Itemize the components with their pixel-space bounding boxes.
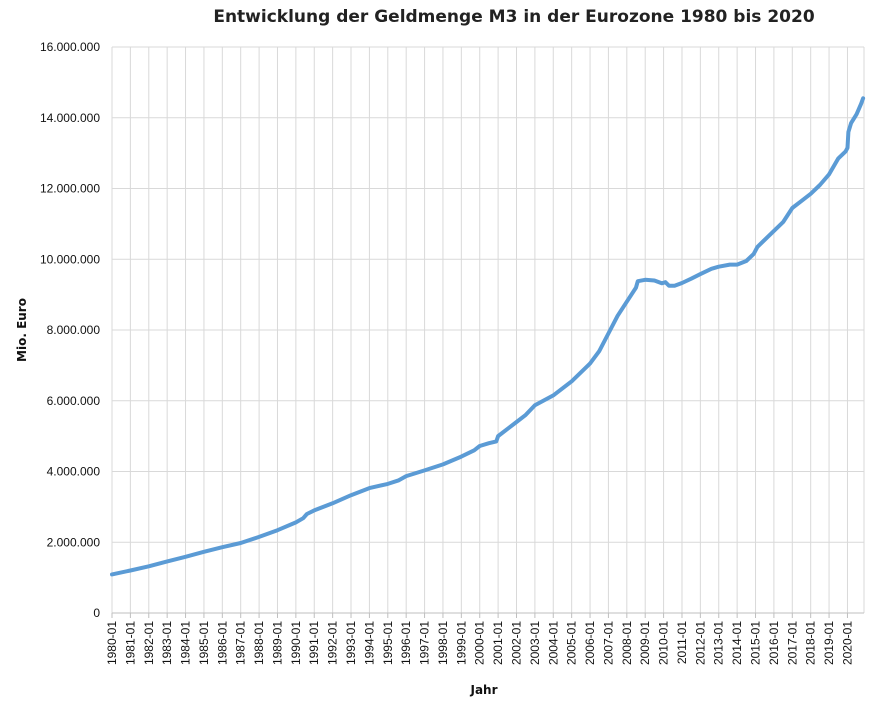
y-tick-label: 10.000.000 — [40, 252, 100, 266]
x-tick-label: 2008-01 — [620, 621, 634, 665]
x-tick-label: 1980-01 — [105, 621, 119, 665]
x-tick-label: 1991-01 — [307, 621, 321, 665]
x-tick-label: 1986-01 — [215, 621, 229, 665]
x-tick-label: 1985-01 — [197, 621, 211, 665]
x-tick-label: 2002-01 — [509, 621, 523, 665]
x-axis-ticks: 1980-01 1981-01 1982-01 1983-01 1984-01 1985-… — [105, 613, 854, 665]
x-tick-label: 2000-01 — [473, 621, 487, 665]
y-tick-label: 8.000.000 — [47, 323, 101, 337]
x-tick-label: 2019-01 — [822, 621, 836, 665]
x-tick-label: 1997-01 — [418, 621, 432, 665]
x-tick-label: 2020-01 — [840, 621, 854, 665]
x-tick-label: 2010-01 — [657, 621, 671, 665]
y-tick-label: 2.000.000 — [47, 535, 101, 549]
x-tick-label: 1995-01 — [381, 621, 395, 665]
gridlines — [111, 46, 865, 613]
x-tick-label: 1987-01 — [234, 621, 248, 665]
x-tick-label: 1984-01 — [179, 621, 193, 665]
y-tick-label: 12.000.000 — [40, 182, 100, 196]
x-tick-label: 2003-01 — [528, 621, 542, 665]
series-group — [110, 96, 866, 577]
x-tick-label: 1999-01 — [454, 621, 468, 665]
x-tick-label: 2007-01 — [601, 621, 615, 665]
series-line-m3 — [110, 96, 866, 577]
x-tick-label: 1992-01 — [326, 621, 340, 665]
x-tick-label: 2011-01 — [675, 621, 689, 664]
x-tick-label: 2017-01 — [785, 621, 799, 665]
x-tick-label: 1988-01 — [252, 621, 266, 665]
x-tick-label: 1996-01 — [399, 621, 413, 665]
x-tick-label: 1993-01 — [344, 621, 358, 665]
x-tick-label: 1983-01 — [160, 621, 174, 665]
x-tick-label: 2018-01 — [804, 621, 818, 665]
x-tick-label: 2014-01 — [730, 621, 744, 665]
y-axis-label: Mio. Euro — [15, 298, 29, 362]
y-tick-label: 16.000.000 — [40, 40, 100, 54]
x-tick-label: 2009-01 — [638, 621, 652, 665]
x-tick-label: 1994-01 — [362, 621, 376, 665]
y-tick-label: 4.000.000 — [47, 465, 101, 479]
y-axis-ticks: 0 2.000.000 4.000.000 6.000.000 8.000.000 10.… — [40, 40, 100, 620]
x-tick-label: 2013-01 — [712, 621, 726, 665]
x-tick-label: 2015-01 — [749, 621, 763, 665]
x-tick-label: 1989-01 — [270, 621, 284, 665]
x-tick-label: 2006-01 — [583, 621, 597, 665]
y-tick-label: 6.000.000 — [47, 394, 101, 408]
y-tick-label: 0 — [93, 606, 100, 620]
x-tick-label: 2004-01 — [546, 621, 560, 665]
y-tick-label: 14.000.000 — [40, 111, 100, 125]
x-tick-label: 2005-01 — [565, 621, 579, 665]
x-axis-label: Jahr — [469, 683, 497, 697]
chart-title: Entwicklung der Geldmenge M3 in der Euro… — [213, 7, 814, 27]
x-tick-label: 1982-01 — [142, 621, 156, 665]
x-tick-label: 2012-01 — [693, 621, 707, 665]
x-tick-label: 1998-01 — [436, 621, 450, 665]
x-tick-label: 1981-01 — [123, 621, 137, 665]
x-tick-label: 1990-01 — [289, 621, 303, 665]
x-tick-label: 2016-01 — [767, 621, 781, 665]
x-tick-label: 2001-01 — [491, 621, 505, 665]
